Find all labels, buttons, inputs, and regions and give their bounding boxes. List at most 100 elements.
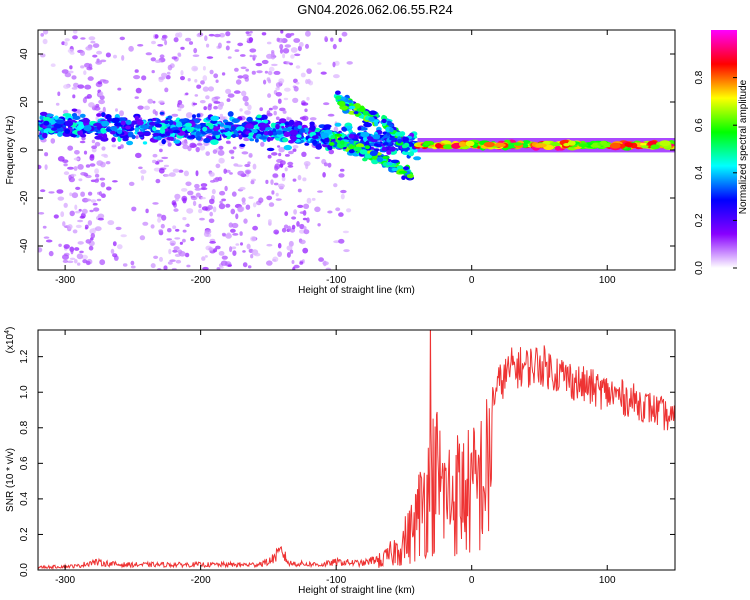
noise-point <box>192 54 200 57</box>
feature-point <box>349 139 354 144</box>
noise-point <box>267 154 272 159</box>
noise-point <box>242 262 248 268</box>
feature-point <box>362 157 368 162</box>
noise-point <box>200 187 208 191</box>
feature-point <box>42 132 48 139</box>
noise-point <box>182 217 187 221</box>
noise-point <box>101 146 106 151</box>
feature-point <box>341 96 346 100</box>
noise-point <box>294 53 301 57</box>
colorbar-label: Normalized spectral amplitude <box>738 79 749 214</box>
noise-point <box>88 36 96 41</box>
noise-point <box>112 253 118 258</box>
noise-point <box>72 229 78 234</box>
noise-point <box>302 247 309 254</box>
feature-point <box>315 143 323 150</box>
x-tick-label: -300 <box>55 575 75 586</box>
noise-point <box>290 47 298 53</box>
noise-point <box>248 196 254 200</box>
noise-point <box>237 75 244 79</box>
noise-point <box>85 164 91 168</box>
feature-point <box>195 124 202 129</box>
noise-point <box>79 250 84 254</box>
noise-point <box>38 247 43 253</box>
noise-point <box>327 162 332 168</box>
noise-point <box>225 88 232 94</box>
noise-point <box>206 56 214 59</box>
noise-point <box>301 115 309 122</box>
feature-point <box>131 134 136 140</box>
noise-point <box>266 110 271 116</box>
noise-point <box>85 239 92 244</box>
feature-point <box>152 126 157 132</box>
noise-point <box>177 32 183 38</box>
noise-point <box>180 70 184 76</box>
feature-point <box>349 145 356 149</box>
noise-point <box>216 267 221 270</box>
noise-point <box>100 193 106 198</box>
noise-point <box>137 44 144 47</box>
noise-point <box>63 202 68 208</box>
noise-point <box>55 102 60 106</box>
noise-point <box>50 63 56 67</box>
noise-point <box>215 245 221 250</box>
feature-point <box>282 127 291 132</box>
noise-point <box>303 203 310 209</box>
feature-point <box>283 131 291 137</box>
noise-point <box>159 54 165 59</box>
noise-point <box>207 205 214 210</box>
noise-point <box>225 31 231 37</box>
noise-point <box>283 224 289 229</box>
feature-point <box>248 132 254 137</box>
noise-point <box>68 177 75 183</box>
feature-point <box>179 118 188 123</box>
feature-point <box>175 121 183 128</box>
noise-point <box>278 78 285 84</box>
noise-point <box>60 211 65 218</box>
noise-point <box>317 62 322 65</box>
noise-point <box>212 149 218 154</box>
noise-point <box>202 66 206 71</box>
noise-point <box>323 162 328 167</box>
feature-point <box>624 142 634 148</box>
feature-point <box>369 110 377 115</box>
noise-point <box>89 154 95 159</box>
noise-point <box>299 229 305 234</box>
noise-point <box>223 168 227 174</box>
noise-point <box>208 218 215 224</box>
feature-point <box>210 115 220 122</box>
noise-point <box>320 71 327 75</box>
noise-point <box>83 70 87 76</box>
noise-point <box>208 86 214 92</box>
noise-point <box>84 84 92 90</box>
noise-point <box>40 33 44 37</box>
noise-point <box>206 43 210 48</box>
noise-point <box>205 151 210 157</box>
feature-point <box>359 105 365 112</box>
noise-point <box>255 62 263 67</box>
feature-point <box>386 131 391 136</box>
noise-point <box>171 267 177 270</box>
noise-point <box>95 60 103 65</box>
feature-point <box>42 116 52 122</box>
noise-point <box>247 161 251 165</box>
feature-point <box>266 136 271 142</box>
feature-point <box>367 136 374 141</box>
noise-point <box>44 152 49 157</box>
noise-point <box>266 41 272 45</box>
noise-point <box>153 167 161 172</box>
noise-point <box>248 37 254 43</box>
feature-point <box>136 120 144 126</box>
noise-point <box>332 43 337 50</box>
feature-point <box>465 140 475 147</box>
noise-point <box>246 170 250 175</box>
feature-point <box>483 141 496 148</box>
noise-point <box>182 238 186 243</box>
noise-point <box>64 38 70 42</box>
feature-point <box>250 121 259 125</box>
noise-point <box>250 254 254 259</box>
feature-point <box>327 144 333 151</box>
noise-point <box>115 108 118 112</box>
noise-point <box>178 169 184 173</box>
feature-point <box>263 131 269 136</box>
